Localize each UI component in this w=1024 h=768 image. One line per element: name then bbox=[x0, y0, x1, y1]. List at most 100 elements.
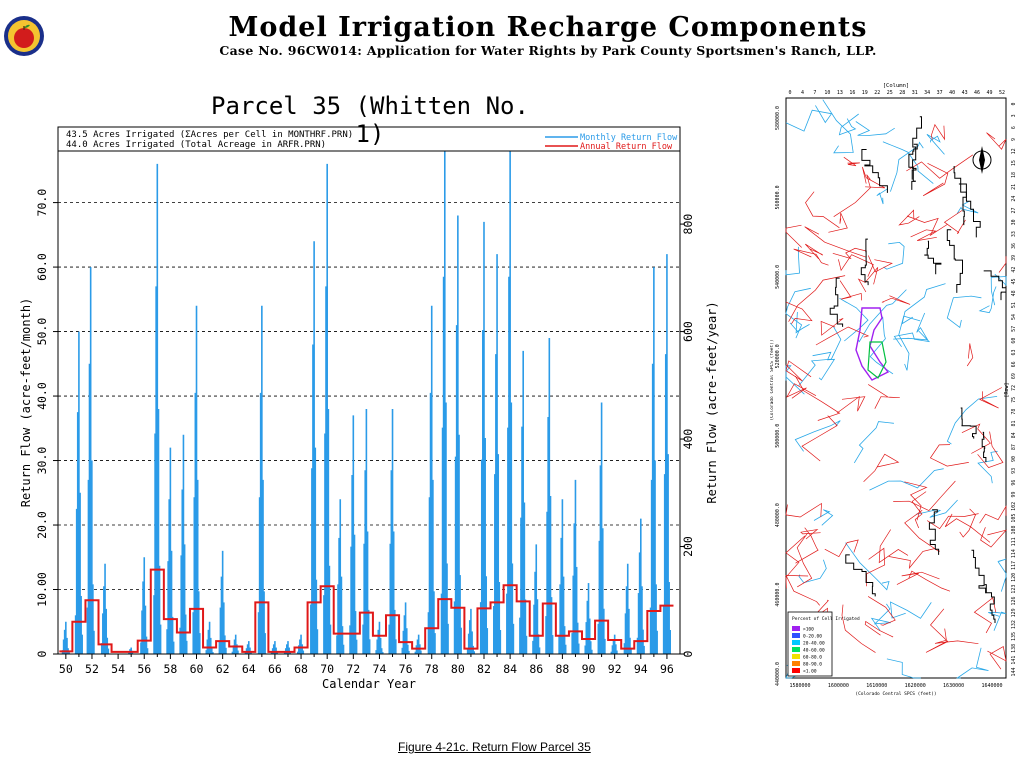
map-row-tick: 78 bbox=[1011, 409, 1017, 415]
road-line bbox=[931, 123, 946, 141]
map-easting-tick: 1640000 bbox=[981, 683, 1002, 689]
boundary-line bbox=[924, 240, 942, 275]
road-line bbox=[805, 191, 840, 229]
road-line bbox=[785, 360, 812, 382]
road-line bbox=[904, 481, 928, 521]
map-row-tick: 15 bbox=[1011, 160, 1017, 166]
parcel-irrigated-outline bbox=[867, 341, 887, 379]
y-right-tick-label: 400 bbox=[681, 429, 695, 450]
x-tick-label: 54 bbox=[111, 662, 125, 676]
map-easting-tick: 1610000 bbox=[866, 683, 887, 689]
map-northing-tick: 540000.0 bbox=[775, 265, 781, 289]
road-line bbox=[944, 513, 991, 543]
map-row-tick: 33 bbox=[1011, 231, 1017, 237]
road-line bbox=[828, 212, 848, 233]
x-tick-label: 92 bbox=[608, 662, 622, 676]
annual-return-flow-line bbox=[59, 568, 674, 653]
y-right-tick-label: 200 bbox=[681, 536, 695, 557]
x-tick-label: 68 bbox=[294, 662, 308, 676]
parcel-location-map: [Column] 0 4 7 10 13 16 19 22 25 28 31 34 37 40 43 46 49 5… bbox=[770, 83, 1017, 697]
x-tick-label: 80 bbox=[451, 662, 465, 676]
road-line bbox=[820, 318, 844, 336]
y-left-tick-label: 10.00 bbox=[35, 572, 49, 607]
map-row-tick: 66 bbox=[1011, 361, 1017, 367]
map-row-tick: 114 bbox=[1011, 549, 1017, 558]
map-row-tick: 57 bbox=[1011, 326, 1017, 332]
map-row-tick: 12 bbox=[1011, 148, 1017, 154]
road-line bbox=[959, 508, 976, 538]
road-line bbox=[987, 646, 1007, 670]
stream-line bbox=[838, 113, 859, 136]
page-subtitle: Case No. 96CW014: Application for Water … bbox=[219, 43, 877, 58]
x-tick-label: 62 bbox=[216, 662, 230, 676]
map-y-axis-label: (Colorado Central SPCS (feet)) bbox=[770, 339, 775, 420]
road-line bbox=[841, 604, 876, 653]
boundary-line bbox=[971, 549, 987, 594]
y-left-axis-label: Return Flow (acre-feet/month) bbox=[19, 298, 33, 508]
road-line bbox=[934, 628, 979, 645]
x-tick-label: 86 bbox=[529, 662, 543, 676]
map-northing-tick: 520000.0 bbox=[775, 344, 781, 368]
road-line bbox=[943, 210, 966, 234]
stream-line bbox=[890, 141, 924, 192]
road-line bbox=[785, 502, 822, 518]
map-northing-tick: 500000.0 bbox=[775, 424, 781, 448]
map-legend-label: >100 bbox=[803, 627, 814, 633]
road-line bbox=[896, 571, 940, 585]
road-line bbox=[832, 247, 867, 260]
stream-line bbox=[898, 315, 921, 371]
map-column-tick: 16 bbox=[849, 90, 855, 96]
road-line bbox=[979, 387, 1002, 409]
return-flow-chart: 43.5 Acres Irrigated (ΣAcres per Cell in… bbox=[19, 126, 719, 691]
chart-frame bbox=[57, 126, 681, 655]
road-line bbox=[795, 375, 841, 421]
chart-title: Parcel 35 (Whitten No. 1) bbox=[211, 92, 529, 148]
x-tick-label: 78 bbox=[425, 662, 439, 676]
map-column-tick: 19 bbox=[862, 90, 868, 96]
map-row-tick: 30 bbox=[1011, 219, 1017, 225]
x-tick-label: 64 bbox=[242, 662, 256, 676]
map-x-axis-label: (Colorado Central SPCS (feet)) bbox=[855, 691, 936, 697]
boundary-line bbox=[981, 431, 987, 463]
map-legend-label: <1.00 bbox=[803, 669, 817, 675]
y-right-axis-label: Return Flow (acre-feet/year) bbox=[705, 301, 719, 503]
boundary-line bbox=[861, 149, 888, 193]
road-line bbox=[804, 226, 867, 258]
map-row-tick: 120 bbox=[1011, 573, 1017, 582]
road-line bbox=[867, 255, 893, 273]
stream-line bbox=[956, 647, 989, 679]
x-tick-label: 60 bbox=[190, 662, 204, 676]
stream-line bbox=[901, 283, 946, 325]
map-row-tick: 132 bbox=[1011, 620, 1017, 629]
map-row-tick: 72 bbox=[1011, 385, 1017, 391]
boundary-line bbox=[958, 183, 981, 238]
map-row-label: [Row] bbox=[1004, 382, 1010, 397]
stream-line bbox=[845, 542, 890, 591]
road-line bbox=[833, 174, 871, 217]
map-row-tick: 93 bbox=[1011, 468, 1017, 474]
map-row-tick: 102 bbox=[1011, 502, 1017, 511]
map-column-tick: 25 bbox=[887, 90, 893, 96]
map-column-label: [Column] bbox=[883, 83, 910, 89]
y-left-tick-label: 0 bbox=[35, 650, 49, 657]
x-axis-label: Calendar Year bbox=[322, 677, 416, 691]
map-row-tick: 9 bbox=[1011, 138, 1017, 141]
map-row-tick: 0 bbox=[1011, 102, 1017, 105]
map-frame bbox=[785, 97, 1007, 679]
map-column-tick: 46 bbox=[974, 90, 980, 96]
road-line bbox=[908, 570, 951, 592]
map-easting-tick: 1630000 bbox=[943, 683, 964, 689]
page-title: Model Irrigation Recharge Components bbox=[228, 12, 868, 43]
boundary-line bbox=[860, 238, 869, 286]
north-arrow-needle bbox=[979, 146, 985, 174]
road-line bbox=[843, 156, 860, 167]
map-row-tick: 75 bbox=[1011, 397, 1017, 403]
map-column-tick: 49 bbox=[987, 90, 993, 96]
road-line bbox=[857, 267, 879, 293]
map-column-tick: 13 bbox=[837, 90, 843, 96]
boundary-line bbox=[829, 277, 844, 327]
map-row-tick: 21 bbox=[1011, 184, 1017, 190]
y-left-tick-label: 20.0 bbox=[35, 511, 49, 539]
road-line bbox=[998, 256, 1007, 273]
road-line bbox=[906, 215, 948, 237]
